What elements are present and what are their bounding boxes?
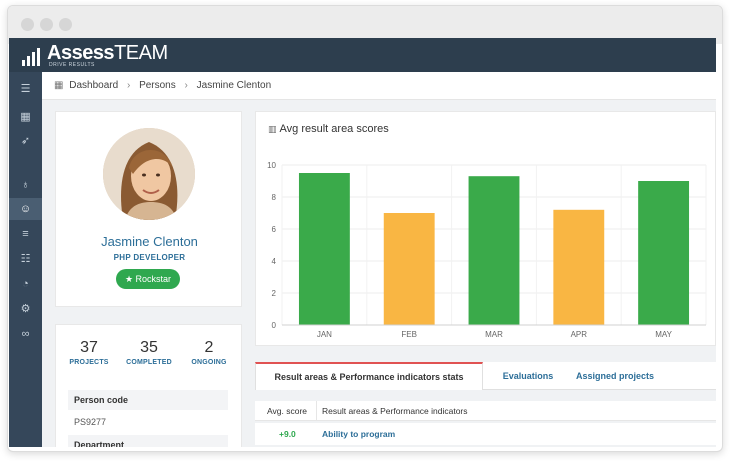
bar-mar[interactable] (468, 176, 520, 325)
y-tick-label: 10 (267, 161, 276, 170)
star-icon: ★ (124, 274, 134, 284)
title-bar (8, 6, 722, 44)
bar-chart: 0 2 4 6 8 10 JAN FEB MAR APR MAY (267, 161, 707, 339)
stat-ongoing: 2 ONGOING (179, 339, 239, 366)
tab-result-areas[interactable]: Result areas & Performance indicators st… (255, 362, 483, 390)
thumbs-up-icon[interactable]: ♁ (21, 179, 30, 191)
x-tick-label: APR (571, 330, 588, 339)
stat-projects: 37 PROJECTS (59, 339, 119, 366)
row-score: +9.0 (279, 429, 296, 439)
x-tick-label: MAR (485, 330, 503, 339)
person-code-label: Person code (68, 390, 228, 410)
bar-apr[interactable] (553, 209, 605, 325)
tab-assigned-projects[interactable]: Assigned projects (575, 371, 655, 381)
breadcrumb-current: Jasmine Clenton (196, 80, 272, 91)
bar-may[interactable] (638, 181, 690, 325)
avatar (103, 128, 195, 220)
chart-card: ▥ Avg result area scores 0 2 4 6 8 10 JAN FEB MAR… (255, 111, 716, 346)
stat-label: PROJECTS (69, 359, 109, 366)
chevron-right-icon: › (126, 80, 131, 91)
status-badge[interactable]: ★ Rockstar (116, 269, 180, 289)
column-header-avg-score[interactable]: Avg. score (267, 406, 308, 416)
logo-bars-icon (22, 48, 46, 66)
person-name: Jasmine Clenton (101, 234, 198, 249)
logo-tagline: DRIVE RESULTS (49, 62, 95, 68)
link-icon[interactable]: ∞ (21, 328, 30, 340)
table-header: Avg. score Result areas & Performance in… (255, 401, 716, 421)
person-code-value: PS9277 (74, 417, 107, 427)
bar-feb[interactable] (383, 213, 435, 325)
person-photo-icon (103, 128, 195, 220)
stat-label: ONGOING (191, 359, 227, 366)
breadcrumb-dashboard[interactable]: Dashboard (69, 80, 119, 91)
y-tick-label: 8 (272, 193, 277, 202)
y-tick-label: 0 (272, 321, 277, 330)
stat-label: COMPLETED (126, 359, 172, 366)
y-tick-label: 6 (272, 225, 277, 234)
tab-evaluations[interactable]: Evaluations (502, 371, 554, 381)
rocket-icon[interactable]: ➶ (20, 135, 31, 147)
bar-jan[interactable] (298, 173, 350, 325)
breadcrumb: ▦ Dashboard › Persons › Jasmine Clenton (42, 72, 716, 100)
y-tick-label: 2 (272, 289, 277, 298)
list-icon[interactable]: ☷ (20, 253, 31, 265)
user-icon[interactable]: ☺ (9, 198, 42, 220)
stat-value: 35 (140, 339, 158, 356)
gear-icon[interactable]: ⚙ (20, 303, 31, 315)
bar-chart-icon: ▥ (268, 124, 277, 134)
app-header: AssessTEAM DRIVE RESULTS (9, 38, 716, 72)
main-content: ▦ Dashboard › Persons › Jasmine Clenton … (42, 72, 716, 447)
chart-title: ▥ Avg result area scores (268, 123, 389, 135)
x-tick-label: FEB (401, 330, 417, 339)
stats-card: 37 PROJECTS 35 COMPLETED 2 ONGOING Perso… (55, 324, 242, 447)
window-maximize-dot[interactable] (59, 18, 72, 31)
tabs: Result areas & Performance indicators st… (255, 362, 716, 390)
x-tick-label: JAN (317, 330, 332, 339)
y-tick-label: 4 (272, 257, 277, 266)
person-role: PHP DEVELOPER (113, 253, 186, 262)
logo[interactable]: AssessTEAM (47, 42, 168, 64)
breadcrumb-persons[interactable]: Persons (139, 80, 176, 91)
chart-title-text: Avg result area scores (279, 123, 389, 135)
x-tick-label: MAY (655, 330, 672, 339)
column-header-result-areas[interactable]: Result areas & Performance indicators (322, 406, 468, 416)
stat-completed: 35 COMPLETED (119, 339, 179, 366)
window-close-dot[interactable] (21, 18, 34, 31)
row-area-link[interactable]: Ability to program (322, 429, 396, 439)
gauge-icon[interactable]: ◔ (22, 278, 29, 290)
department-label: Department (68, 435, 228, 447)
sliders-icon[interactable]: ≡ (22, 228, 29, 240)
chevron-right-icon: › (184, 80, 188, 91)
table-row[interactable]: +9.0 Ability to program (255, 423, 716, 445)
window-minimize-dot[interactable] (40, 18, 53, 31)
stat-value: 37 (80, 339, 98, 356)
grid-icon[interactable]: ▦ (20, 111, 31, 123)
stat-value: 2 (204, 339, 214, 356)
dashboard-icon: ▦ (54, 80, 64, 91)
menu-icon[interactable]: ☰ (20, 83, 31, 95)
profile-card: Jasmine Clenton PHP DEVELOPER ★ Rockstar (55, 111, 242, 307)
sidebar: ☰ ▦ ➶ ♁ ☺ ≡ ☷ ◔ ⚙ ∞ (9, 72, 42, 447)
badge-label: Rockstar (135, 274, 172, 284)
